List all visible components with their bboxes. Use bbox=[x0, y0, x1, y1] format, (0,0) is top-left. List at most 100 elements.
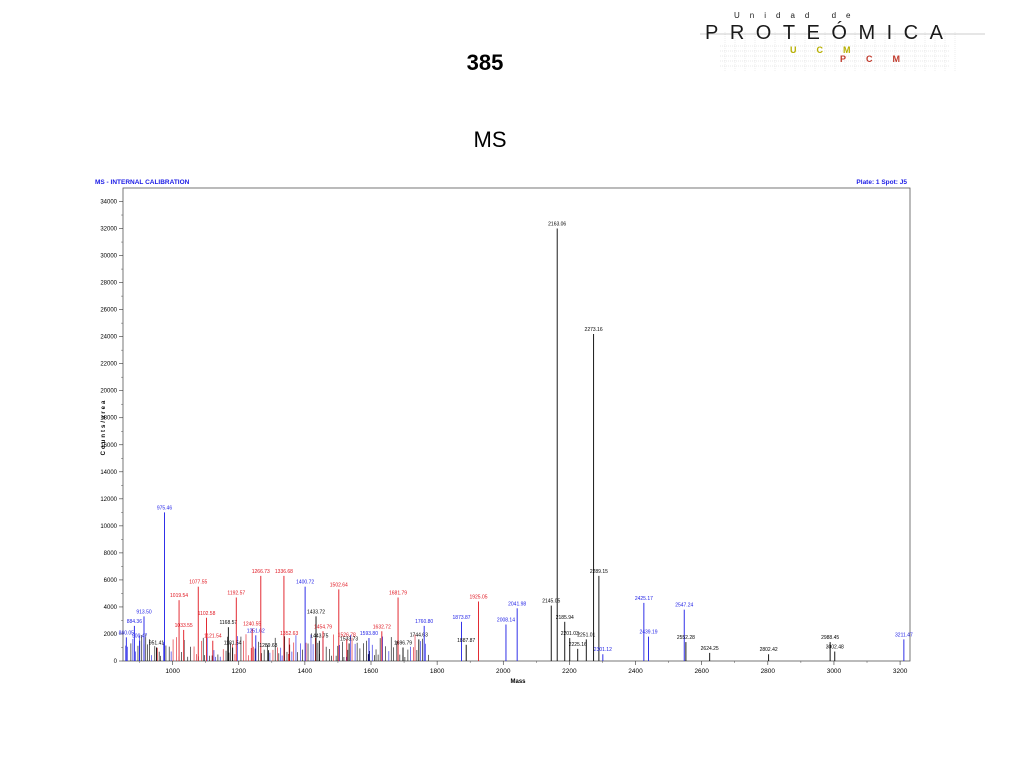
peak-label: 1019.54 bbox=[170, 593, 188, 599]
peak-label: 2289.15 bbox=[590, 569, 608, 575]
peak-label: 1502.64 bbox=[330, 582, 348, 588]
peak-label: 2201.03 bbox=[561, 631, 579, 637]
peak-label: 2802.42 bbox=[760, 647, 778, 653]
peak-label: 1632.72 bbox=[373, 624, 391, 630]
x-tick-label: 1600 bbox=[364, 668, 379, 675]
peak-label: 1352.63 bbox=[280, 631, 298, 637]
peak-label: 1526.78 bbox=[338, 632, 356, 638]
peak-label: 1533.73 bbox=[340, 636, 358, 642]
y-tick-label: 12000 bbox=[100, 497, 117, 503]
peak-label: 2547.24 bbox=[675, 603, 693, 609]
y-tick-label: 34000 bbox=[100, 200, 117, 206]
peak-label: 2225.16 bbox=[569, 642, 587, 648]
logo-unidad-text: Unidad de bbox=[734, 11, 860, 20]
peak-label: 884.36 bbox=[127, 619, 143, 625]
peak-label: 2273.16 bbox=[585, 327, 603, 333]
y-tick-label: 20000 bbox=[100, 389, 117, 395]
peak-label: 2251.01 bbox=[577, 632, 595, 638]
y-tick-label: 16000 bbox=[100, 443, 117, 449]
y-axis-label: Counts/area bbox=[101, 399, 107, 456]
logo-main-word: PROTEÓMICA bbox=[705, 21, 954, 44]
y-tick-label: 2000 bbox=[104, 632, 118, 638]
chart-subtitle: Plate: 1 Spot: J5 bbox=[856, 179, 907, 186]
peak-label: 1925.05 bbox=[469, 595, 487, 601]
peak-label: 1192.57 bbox=[227, 590, 245, 596]
peak-label: 1181.54 bbox=[224, 640, 242, 646]
y-tick-label: 28000 bbox=[100, 281, 117, 287]
y-tick-label: 22000 bbox=[100, 362, 117, 368]
x-tick-label: 1000 bbox=[165, 668, 180, 675]
peak-label: 1033.55 bbox=[175, 623, 193, 629]
peak-label: 2552.28 bbox=[677, 635, 695, 641]
x-tick-label: 2000 bbox=[496, 668, 511, 675]
peak-label: 3002.48 bbox=[826, 645, 844, 651]
peak-label: 1433.72 bbox=[307, 609, 325, 615]
logo-pcm-letters: PCM bbox=[840, 54, 920, 64]
y-tick-label: 8000 bbox=[104, 551, 118, 557]
peak-label: 1696.79 bbox=[394, 640, 412, 646]
peak-label: 1266.73 bbox=[252, 569, 270, 575]
chart-title: MS - INTERNAL CALIBRATION bbox=[95, 179, 190, 186]
x-tick-label: 2200 bbox=[562, 668, 577, 675]
noise-baseline bbox=[125, 634, 429, 661]
y-tick-label: 0 bbox=[114, 659, 118, 665]
peak-label: 2185.94 bbox=[556, 615, 574, 621]
x-tick-label: 1200 bbox=[232, 668, 247, 675]
plot-frame bbox=[122, 187, 911, 662]
peak-label: 1887.87 bbox=[457, 638, 475, 644]
peak-label: 2439.19 bbox=[639, 630, 657, 636]
peak-label: 860.05 bbox=[119, 630, 135, 636]
peak-label: 1454.79 bbox=[314, 624, 332, 630]
y-tick-label: 6000 bbox=[104, 578, 118, 584]
y-tick-label: 10000 bbox=[100, 524, 117, 530]
peak-label: 1289.63 bbox=[259, 643, 277, 649]
peak-label: 1077.55 bbox=[189, 580, 207, 586]
x-tick-label: 1800 bbox=[430, 668, 445, 675]
x-tick-label: 2800 bbox=[761, 668, 776, 675]
x-tick-label: 2400 bbox=[628, 668, 643, 675]
peak-label: 2301.12 bbox=[594, 647, 612, 653]
x-tick-label: 3200 bbox=[893, 668, 908, 675]
peak-label: 2163.06 bbox=[548, 222, 566, 228]
slide-title: 385 bbox=[466, 50, 504, 75]
logo-grid bbox=[700, 32, 985, 72]
y-tick-label: 30000 bbox=[100, 254, 117, 260]
peak-label: 975.46 bbox=[157, 505, 173, 511]
y-tick-label: 24000 bbox=[100, 335, 117, 341]
peak-label: 1443.75 bbox=[310, 634, 328, 640]
peak-label: 1121.54 bbox=[204, 634, 222, 640]
y-tick-label: 4000 bbox=[104, 605, 118, 611]
peak-label: 2988.45 bbox=[821, 635, 839, 641]
peak-label: 2041.98 bbox=[508, 601, 526, 607]
peak-label: 2145.05 bbox=[542, 599, 560, 605]
y-tick-label: 14000 bbox=[100, 470, 117, 476]
mass-spectrum-chart: MS - INTERNAL CALIBRATION Plate: 1 Spot:… bbox=[88, 175, 918, 695]
y-tick-label: 32000 bbox=[100, 227, 117, 233]
peak-label: 1168.57 bbox=[219, 620, 237, 626]
x-tick-label: 1400 bbox=[298, 668, 313, 675]
logo-ucm-letters: UCM bbox=[790, 45, 871, 55]
peak-label: 2624.25 bbox=[701, 646, 719, 652]
peak-label: 1744.63 bbox=[410, 632, 428, 638]
peak-label: 2008.14 bbox=[497, 618, 515, 624]
x-tick-label: 3000 bbox=[827, 668, 842, 675]
peak-label: 2425.17 bbox=[635, 596, 653, 602]
y-tick-label: 26000 bbox=[100, 308, 117, 314]
peak-label: 900.47 bbox=[132, 634, 148, 640]
peak-label: 1102.58 bbox=[198, 611, 216, 617]
peak-label: 1400.72 bbox=[296, 580, 314, 586]
peak-label: 3211.47 bbox=[895, 632, 913, 638]
peak-label: 1593.80 bbox=[360, 631, 378, 637]
y-tick-label: 18000 bbox=[100, 416, 117, 422]
peak-label: 1760.80 bbox=[415, 619, 433, 625]
peak-label: 951.41 bbox=[149, 640, 165, 646]
x-tick-label: 2600 bbox=[694, 668, 709, 675]
x-axis-label: Mass bbox=[510, 679, 526, 685]
slide-subtitle: MS bbox=[473, 127, 507, 152]
peak-label: 1251.62 bbox=[247, 628, 265, 634]
peak-label: 1336.68 bbox=[275, 569, 293, 575]
peak-label: 1240.55 bbox=[243, 622, 261, 628]
peak-label: 1681.79 bbox=[389, 590, 407, 596]
proteomica-logo: Unidad de PROTEÓMICA UCM PCM bbox=[700, 6, 985, 76]
peak-label: 1873.87 bbox=[453, 615, 471, 621]
